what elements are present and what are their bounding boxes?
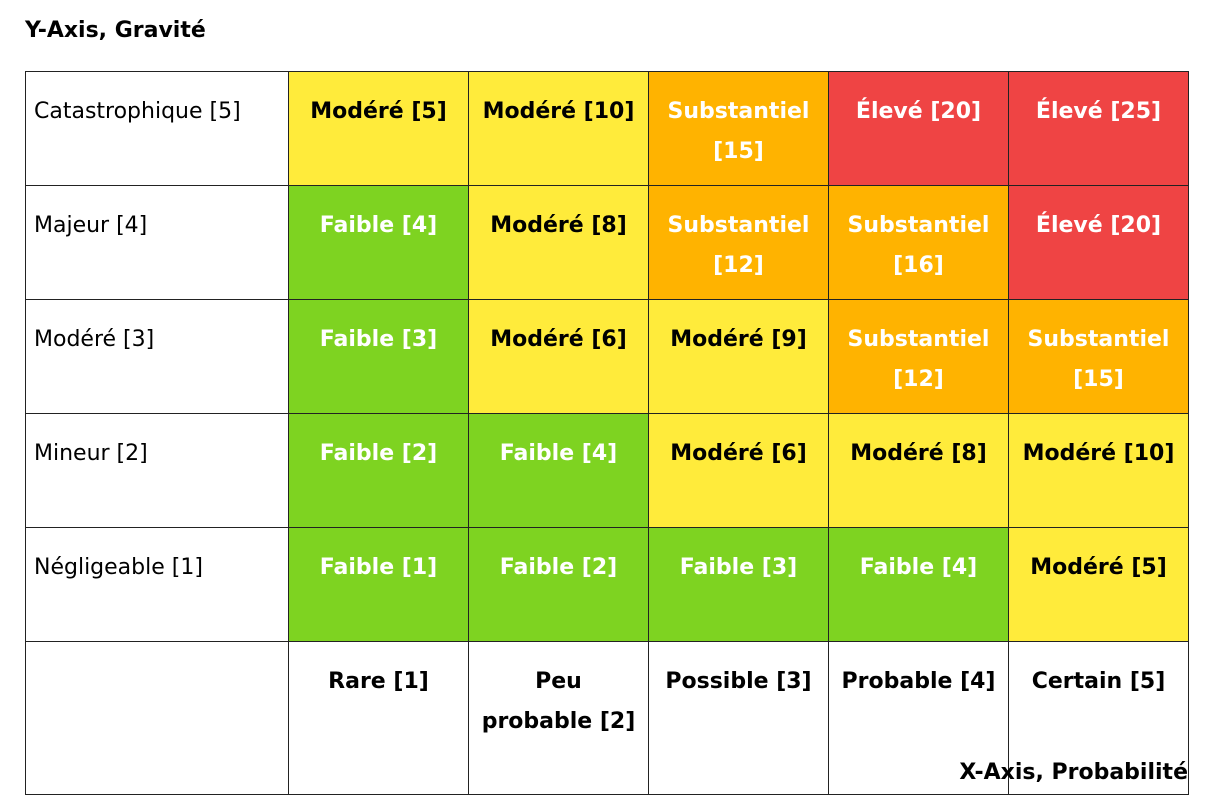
- risk-cell: Substantiel [16]: [828, 185, 1009, 300]
- risk-cell: Faible [1]: [288, 527, 469, 642]
- risk-cell: Faible [4]: [468, 413, 649, 528]
- x-tick-label: Certain [5]: [1008, 641, 1189, 795]
- row-label: Catastrophique [5]: [25, 71, 289, 186]
- corner-cell: [25, 641, 289, 795]
- row-label: Mineur [2]: [25, 413, 289, 528]
- risk-cell: Faible [2]: [468, 527, 649, 642]
- matrix-row: Modéré [3] Faible [3] Modéré [6] Modéré [9]…: [25, 299, 1189, 414]
- risk-cell: Substantiel [15]: [1008, 299, 1189, 414]
- x-axis-title: X-Axis, Probabilité: [959, 760, 1188, 785]
- risk-cell: Modéré [6]: [648, 413, 829, 528]
- risk-cell: Élevé [20]: [1008, 185, 1189, 300]
- x-tick-label: Possible [3]: [648, 641, 829, 795]
- risk-cell: Faible [4]: [288, 185, 469, 300]
- row-label: Majeur [4]: [25, 185, 289, 300]
- x-tick-label: Probable [4]: [828, 641, 1009, 795]
- row-label: Négligeable [1]: [25, 527, 289, 642]
- risk-cell: Modéré [8]: [468, 185, 649, 300]
- x-axis-row: Rare [1] Peu probable [2] Possible [3] Prob…: [25, 641, 1189, 795]
- risk-cell: Faible [3]: [288, 299, 469, 414]
- y-axis-title: Y-Axis, Gravité: [25, 18, 206, 43]
- matrix-row: Négligeable [1] Faible [1] Faible [2] Faibl…: [25, 527, 1189, 642]
- risk-matrix-body: Catastrophique [5] Modéré [5] Modéré [10] S…: [25, 71, 1189, 795]
- risk-cell: Modéré [8]: [828, 413, 1009, 528]
- risk-cell: Élevé [20]: [828, 71, 1009, 186]
- risk-cell: Élevé [25]: [1008, 71, 1189, 186]
- matrix-row: Mineur [2] Faible [2] Faible [4] Modéré [6]…: [25, 413, 1189, 528]
- risk-cell: Modéré [5]: [1008, 527, 1189, 642]
- risk-cell: Faible [2]: [288, 413, 469, 528]
- risk-cell: Faible [3]: [648, 527, 829, 642]
- risk-cell: Faible [4]: [828, 527, 1009, 642]
- matrix-row: Catastrophique [5] Modéré [5] Modéré [10] S…: [25, 71, 1189, 186]
- risk-cell: Modéré [6]: [468, 299, 649, 414]
- risk-cell: Substantiel [12]: [828, 299, 1009, 414]
- risk-cell: Modéré [10]: [1008, 413, 1189, 528]
- risk-matrix: Catastrophique [5] Modéré [5] Modéré [10] S…: [25, 71, 1189, 795]
- risk-cell: Modéré [10]: [468, 71, 649, 186]
- risk-cell: Modéré [5]: [288, 71, 469, 186]
- x-tick-label: Rare [1]: [288, 641, 469, 795]
- risk-cell: Modéré [9]: [648, 299, 829, 414]
- matrix-row: Majeur [4] Faible [4] Modéré [8] Substantie…: [25, 185, 1189, 300]
- risk-cell: Substantiel [15]: [648, 71, 829, 186]
- risk-cell: Substantiel [12]: [648, 185, 829, 300]
- row-label: Modéré [3]: [25, 299, 289, 414]
- x-tick-label: Peu probable [2]: [468, 641, 649, 795]
